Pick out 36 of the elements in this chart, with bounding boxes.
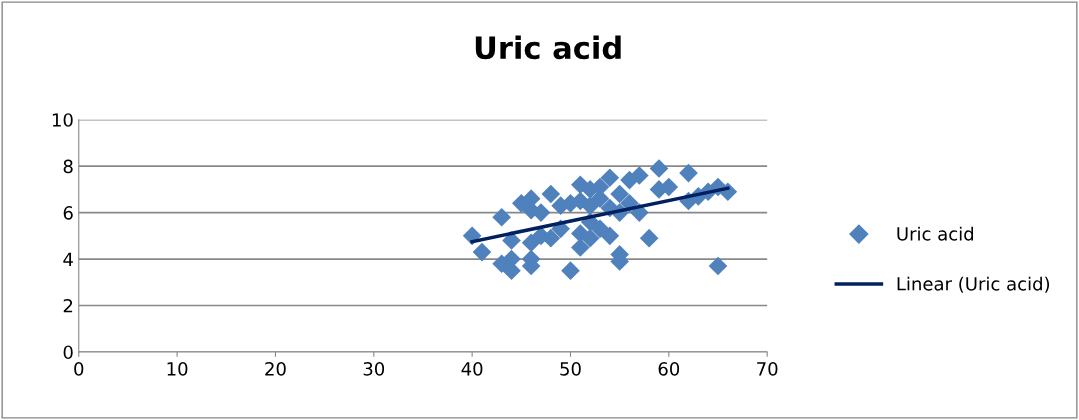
- point: [600, 168, 620, 188]
- x-tick-label: 50: [560, 362, 581, 376]
- point: [561, 261, 580, 280]
- point: [541, 184, 561, 204]
- chart-title: Uric acid: [475, 35, 621, 60]
- y-tick-label: 6: [63, 206, 73, 220]
- legend-label: Uric acid: [897, 226, 974, 241]
- point: [630, 166, 649, 185]
- y-tick-label: 10: [52, 113, 73, 127]
- point: [502, 231, 521, 250]
- point: [571, 238, 590, 257]
- y-tick-label: 8: [63, 159, 73, 174]
- point: [610, 184, 629, 204]
- point: [580, 228, 600, 248]
- point: [472, 242, 492, 262]
- point: [659, 177, 679, 197]
- x-tick-label: 0: [74, 362, 84, 376]
- point: [639, 228, 659, 248]
- point: [541, 228, 561, 248]
- legend-label: Linear (Uric acid): [897, 276, 1050, 293]
- point: [580, 196, 600, 215]
- y-tick-label: 4: [63, 252, 73, 266]
- x-tick-label: 30: [363, 362, 385, 376]
- y-tick-label: 0: [63, 345, 73, 360]
- x-tick-label: 20: [265, 362, 286, 376]
- point: [600, 226, 620, 246]
- x-tick-label: 60: [658, 362, 680, 376]
- point: [649, 159, 669, 178]
- point: [492, 207, 511, 227]
- point: [708, 256, 728, 276]
- x-tick-label: 10: [167, 362, 188, 376]
- point: [590, 219, 610, 239]
- y-tick-label: 2: [63, 298, 73, 313]
- x-tick-label: 70: [757, 362, 778, 376]
- point: [679, 163, 698, 183]
- x-tick-label: 40: [461, 362, 483, 376]
